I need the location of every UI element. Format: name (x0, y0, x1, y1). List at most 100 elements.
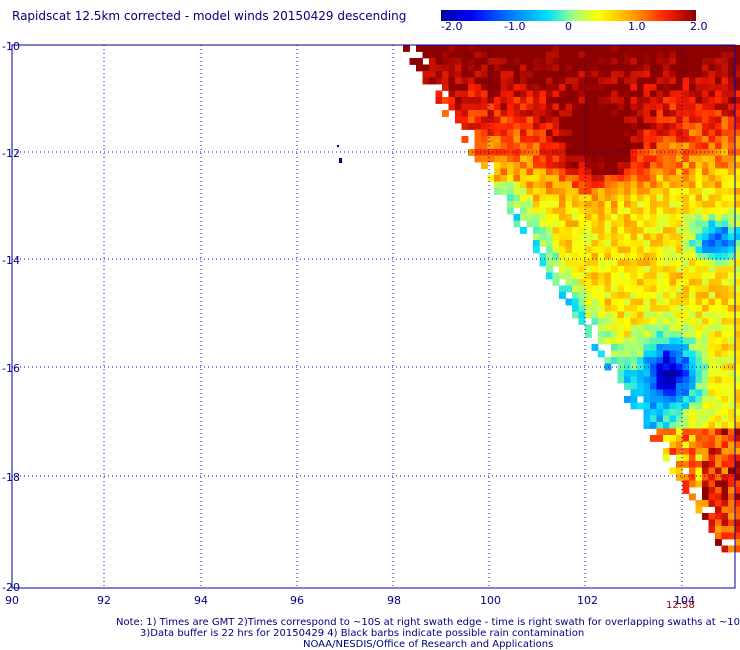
swath-cell (533, 77, 540, 85)
swath-cell (539, 181, 547, 189)
swath-cell (500, 162, 508, 169)
swath-cell (585, 305, 592, 312)
swath-cell (552, 45, 560, 52)
swath-cell (728, 246, 735, 254)
swath-cell (708, 370, 716, 377)
swath-cell (734, 292, 740, 299)
colorbar-label-max: 2.0 (690, 20, 708, 33)
swath-cell (715, 246, 722, 254)
swath-cell (728, 285, 735, 293)
swath-cell (676, 266, 683, 273)
swath-cell (565, 214, 573, 221)
swath-cell (715, 71, 722, 78)
swath-cell (663, 58, 670, 65)
swath-cell (682, 45, 690, 52)
swath-cell (604, 84, 612, 91)
swath-cell (500, 97, 508, 104)
swath-cell (559, 227, 566, 234)
colorbar (441, 10, 696, 21)
swath-cell (669, 324, 677, 332)
swath-cell (728, 461, 735, 468)
swath-cell (669, 370, 677, 377)
swath-cell (403, 45, 410, 52)
swath-cell (624, 396, 631, 403)
swath-cell (715, 402, 722, 410)
swath-cell (721, 487, 729, 494)
swath-cell (572, 90, 579, 98)
swath-cell (487, 90, 495, 98)
swath-cell (689, 123, 696, 130)
swath-cell (565, 84, 573, 91)
swath-cell (695, 324, 703, 332)
swath-cell (734, 240, 740, 247)
swath-cell (656, 220, 664, 228)
swath-cell (572, 285, 579, 293)
swath-cell (617, 331, 625, 338)
swath-cell (643, 181, 651, 189)
swath-cell (708, 253, 716, 260)
swath-cell (728, 441, 735, 449)
swath-cell (585, 201, 592, 208)
swath-cell (676, 311, 683, 319)
swath-cell (656, 71, 664, 78)
colorbar-label-min: -2.0 (441, 20, 463, 33)
swath-cell (669, 233, 677, 241)
swath-cell (656, 396, 664, 403)
swath-cell (734, 441, 740, 449)
swath-cell (689, 194, 696, 202)
swath-cell (624, 272, 631, 280)
swath-cell (676, 64, 683, 72)
swath-cell (572, 246, 579, 254)
swath-cell (507, 123, 514, 130)
swath-cell (474, 84, 482, 91)
swath-cell (689, 168, 696, 176)
swath-cell (494, 110, 501, 117)
swath-cell (500, 155, 508, 163)
swath-cell (663, 227, 670, 234)
swath-cell (546, 272, 553, 280)
swath-cell (617, 168, 625, 176)
swath-cell (721, 519, 729, 527)
swath-cell (715, 389, 722, 397)
swath-cell (572, 51, 579, 59)
swath-cell (416, 58, 423, 65)
swath-cell (572, 194, 579, 202)
swath-cell (663, 116, 670, 124)
swath-cell (598, 318, 605, 325)
swath-cell (708, 331, 716, 338)
swath-cell (695, 285, 703, 293)
swath-cell (611, 233, 618, 241)
swath-cell (702, 110, 709, 117)
swath-cell (598, 97, 605, 104)
swath-cell (455, 45, 462, 52)
swath-cell (637, 272, 644, 280)
swath-cell (546, 162, 553, 169)
swath-cell (728, 506, 735, 514)
swath-cell (578, 149, 586, 156)
swath-cell (630, 220, 638, 228)
swath-cell (617, 266, 625, 273)
swath-cell (552, 84, 560, 91)
swath-cell (507, 188, 514, 195)
swath-cell (526, 45, 534, 52)
swath-cell (715, 168, 722, 176)
swath-cell (552, 207, 560, 215)
swath-cell (715, 279, 722, 286)
swath-cell (676, 149, 683, 156)
swath-cell (715, 285, 722, 293)
swath-cell (630, 246, 638, 254)
swath-cell (702, 188, 709, 195)
swath-cell (656, 97, 664, 104)
swath-cell (715, 298, 722, 306)
swath-cell (585, 168, 592, 176)
swath-cell (663, 201, 670, 208)
swath-cell (611, 181, 618, 189)
swath-cell (604, 97, 612, 104)
swath-cell (572, 240, 579, 247)
swath-cell (643, 389, 651, 397)
swath-cell (637, 227, 644, 234)
swath-cell (695, 337, 703, 345)
swath-cell (637, 357, 644, 364)
swath-cell (643, 344, 651, 351)
swath-cell (721, 71, 729, 78)
